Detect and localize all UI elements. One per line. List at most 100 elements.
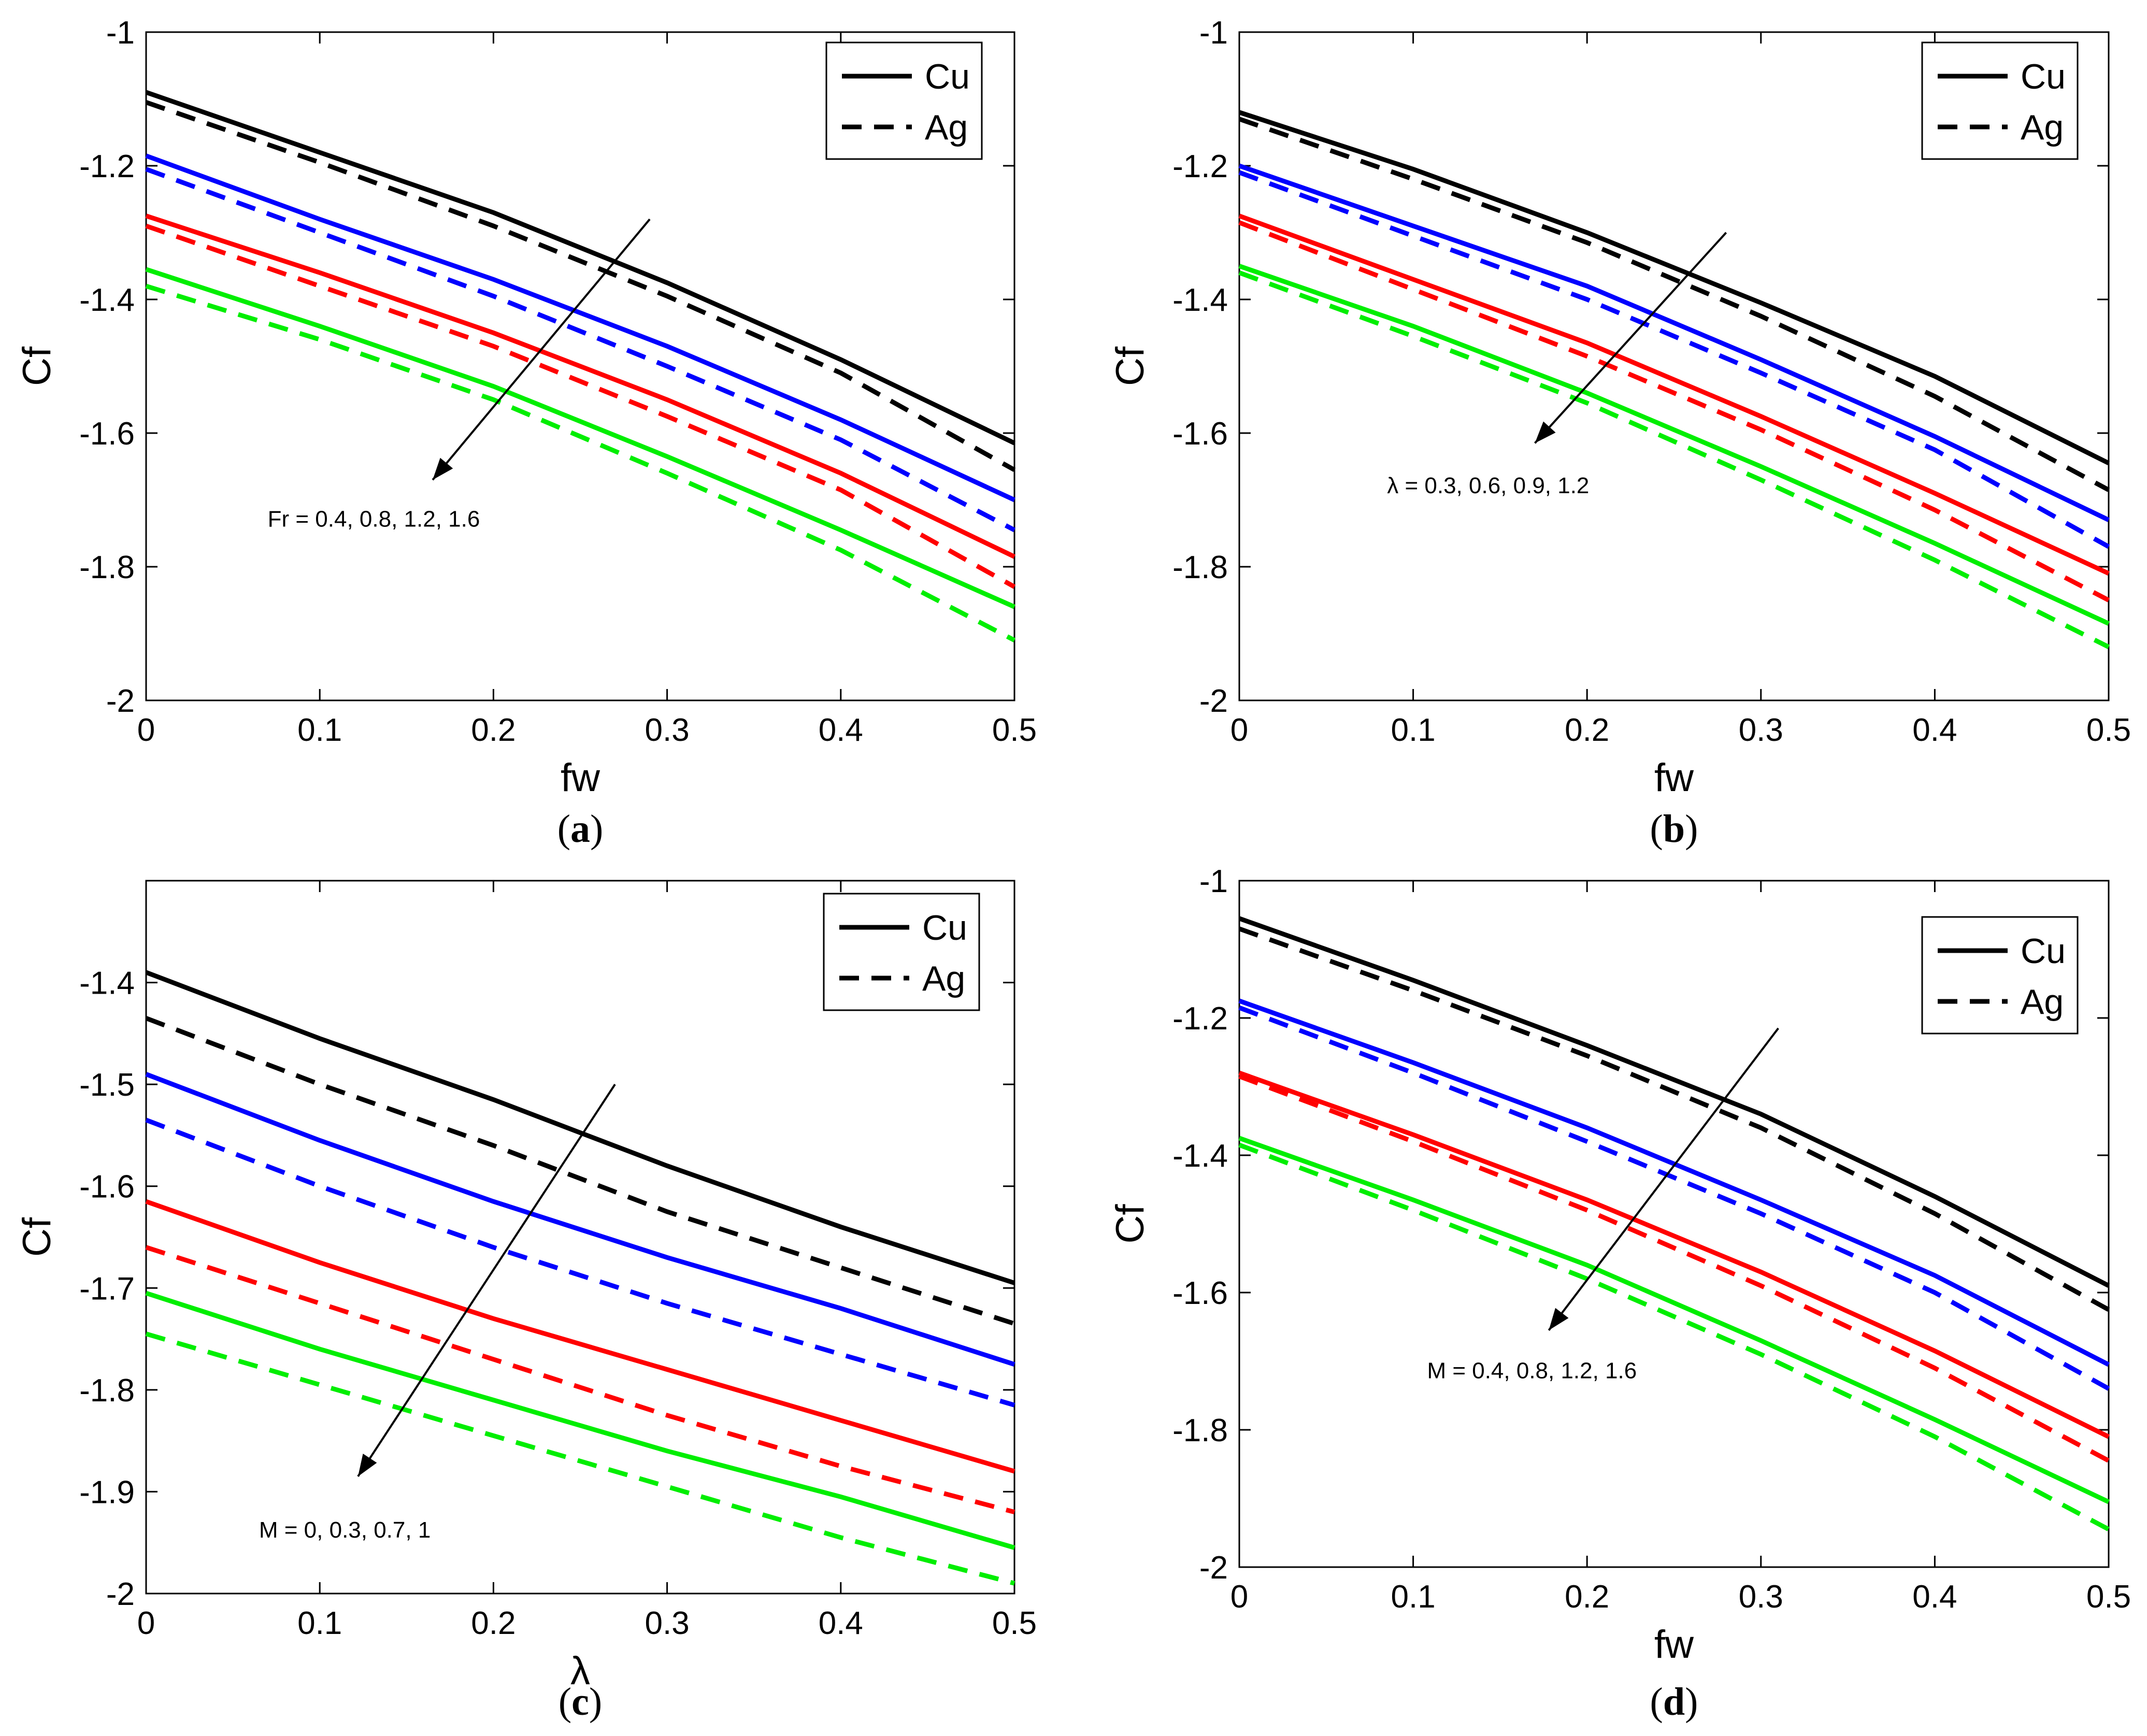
y-axis-label: Cf [1108,1204,1152,1244]
x-tick-label: 0.5 [2086,712,2131,748]
y-tick-label: -1.2 [1172,149,1228,184]
panel-caption: (c) [559,1680,602,1724]
series-line [145,90,1015,446]
x-tick-label: 0.1 [297,1605,342,1641]
arrow-line [357,1084,616,1477]
arrow-head-icon [357,1454,377,1476]
series-line [1238,1005,2110,1391]
x-tick-label: 0.3 [1739,1579,1783,1615]
series-line [145,100,1016,472]
x-tick-label: 0.2 [1565,712,1609,748]
y-axis-label: Cf [15,346,59,386]
panel-caption: (a) [557,807,604,851]
legend-label-ag: Ag [2021,982,2064,1022]
x-tick-label: 0 [137,1605,155,1641]
y-tick-label: -1.8 [1172,550,1228,585]
y-tick-label: -2 [106,1576,135,1612]
series-line [1238,1074,2110,1463]
x-tick-label: 0.5 [992,1605,1037,1641]
chart-panel-d: 0 0.1 0.2 0.3 0.4 0.5 -2 -1.8 -1.6 -1.4 -1.2 -1 fw Cf… [1108,864,2131,1724]
series-line [145,970,1015,1285]
series-line [1238,270,2110,649]
arrow-head-icon [1535,421,1556,443]
x-axis-label: fw [1654,756,1694,800]
y-tick-label: -1.4 [1172,282,1228,318]
y-axis-label: Cf [1108,346,1152,386]
arrow-line [1548,1027,1779,1331]
series-line [145,1016,1015,1326]
series-line [145,1331,1015,1586]
y-tick-label: -1.5 [79,1067,135,1103]
series-line [145,223,1016,589]
series-line [1238,110,2110,466]
legend-label-cu: Cu [2021,57,2066,96]
y-tick-label: -1.4 [79,282,135,318]
x-tick-label: 0 [1230,712,1248,748]
y-tick-label: -1.7 [79,1271,135,1307]
parameter-annotation: M = 0.4, 0.8, 1.2, 1.6 [1427,1358,1637,1384]
x-tick-label: 0.4 [819,712,863,748]
x-tick-label: 0 [1230,1579,1248,1615]
series-line [1238,926,2110,1312]
legend-box [1921,41,2079,160]
arrow-head-icon [1549,1308,1569,1330]
series-line [1238,1142,2110,1532]
series-line [1238,1136,2110,1504]
series-line [1238,1070,2110,1439]
panel-caption: (d) [1650,1680,1698,1724]
arrow-line [432,218,651,481]
x-axis-label: fw [1654,1623,1694,1667]
series-line [1238,117,2110,492]
parameter-annotation: M = 0, 0.3, 0.7, 1 [259,1517,431,1543]
y-tick-label: -1.8 [79,1373,135,1409]
series-line [1238,213,2110,576]
legend-label-cu: Cu [2021,931,2066,971]
series-line [145,283,1016,642]
y-tick-label: -1.6 [79,1169,135,1205]
y-tick-label: -1.8 [79,550,135,585]
series-line [145,213,1015,559]
y-tick-label: -1 [1199,15,1228,51]
arrow-head-icon [433,457,453,480]
y-tick-label: -1.2 [1172,1001,1228,1037]
plot-frame [145,880,1015,1595]
y-tick-label: -1.4 [79,966,135,1001]
x-tick-label: 0.4 [1912,712,1957,748]
x-tick-label: 0.2 [1565,1579,1609,1615]
plot-frame [145,31,1015,701]
series-line [1238,998,2110,1367]
x-tick-label: 0.4 [1912,1579,1957,1615]
panel-caption: (b) [1650,807,1698,851]
parameter-annotation: Fr = 0.4, 0.8, 1.2, 1.6 [268,507,480,532]
y-tick-label: -1 [1199,864,1228,899]
legend-box [825,41,983,160]
plot-frame [1238,880,2110,1568]
x-tick-label: 0.5 [992,712,1037,748]
y-tick-label: -1.8 [1172,1413,1228,1448]
x-tick-label: 0.2 [471,1605,516,1641]
y-tick-label: -1.9 [79,1474,135,1510]
series-line [1238,264,2110,626]
legend-label-ag: Ag [925,108,968,147]
legend-label-cu: Cu [925,57,970,96]
series-line [1238,916,2110,1288]
series-line [145,1072,1015,1367]
chart-panel-c: 0 0.1 0.2 0.3 0.4 0.5 -2 -1.9 -1.8 -1.7 -1.6 -1.5 -1… [15,880,1037,1724]
series-line [1238,220,2110,602]
y-tick-label: -1.6 [1172,416,1228,452]
arrow-line [1534,232,1727,444]
x-axis-label: λ [570,1649,590,1693]
x-tick-label: 0.3 [1739,712,1783,748]
chart-panel-b: 0 0.1 0.2 0.3 0.4 0.5 -2 -1.8 -1.6 -1.4 -1.2 -1 fw Cf… [1108,15,2131,851]
series-line [145,153,1015,503]
series-line [145,1290,1015,1550]
x-axis-label: fw [561,756,600,800]
x-tick-label: 0.5 [2086,1579,2131,1615]
y-tick-label: -2 [1199,1550,1228,1586]
series-line [1238,163,2110,522]
y-tick-label: -2 [1199,683,1228,719]
y-tick-label: -1.6 [1172,1275,1228,1311]
chart-panel-a: 0 0.1 0.2 0.3 0.4 0.5 -2 -1.8 -1.6 -1.4 -1.2 -1 fw Cf… [15,15,1037,851]
x-tick-label: 0.4 [819,1605,863,1641]
